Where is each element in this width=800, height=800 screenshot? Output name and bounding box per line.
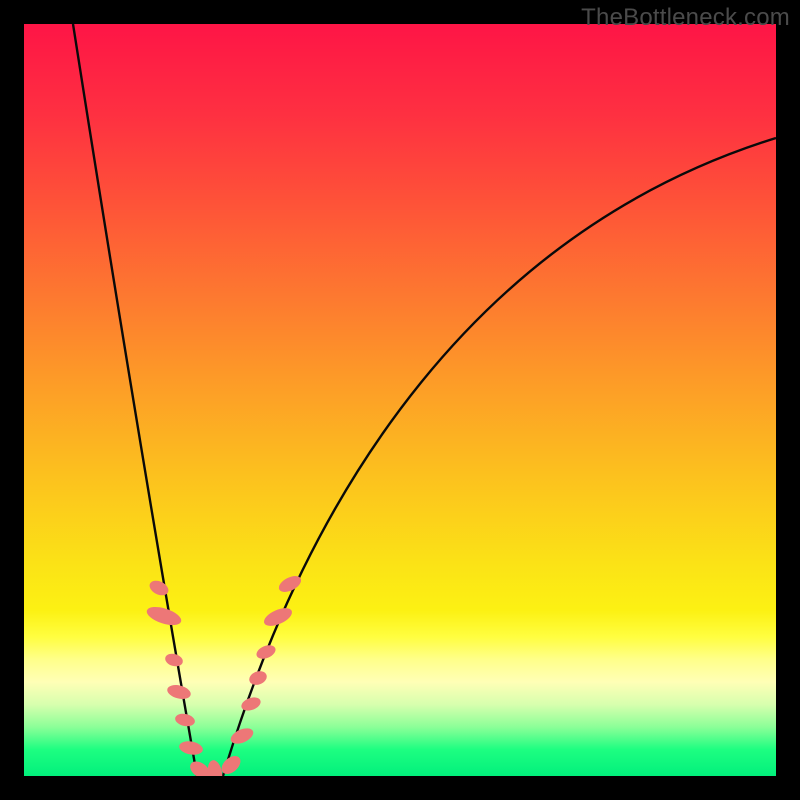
bottleneck-chart [0,0,800,800]
chart-gradient-background [24,24,776,776]
chart-container: TheBottleneck.com [0,0,800,800]
watermark-text: TheBottleneck.com [581,4,790,32]
